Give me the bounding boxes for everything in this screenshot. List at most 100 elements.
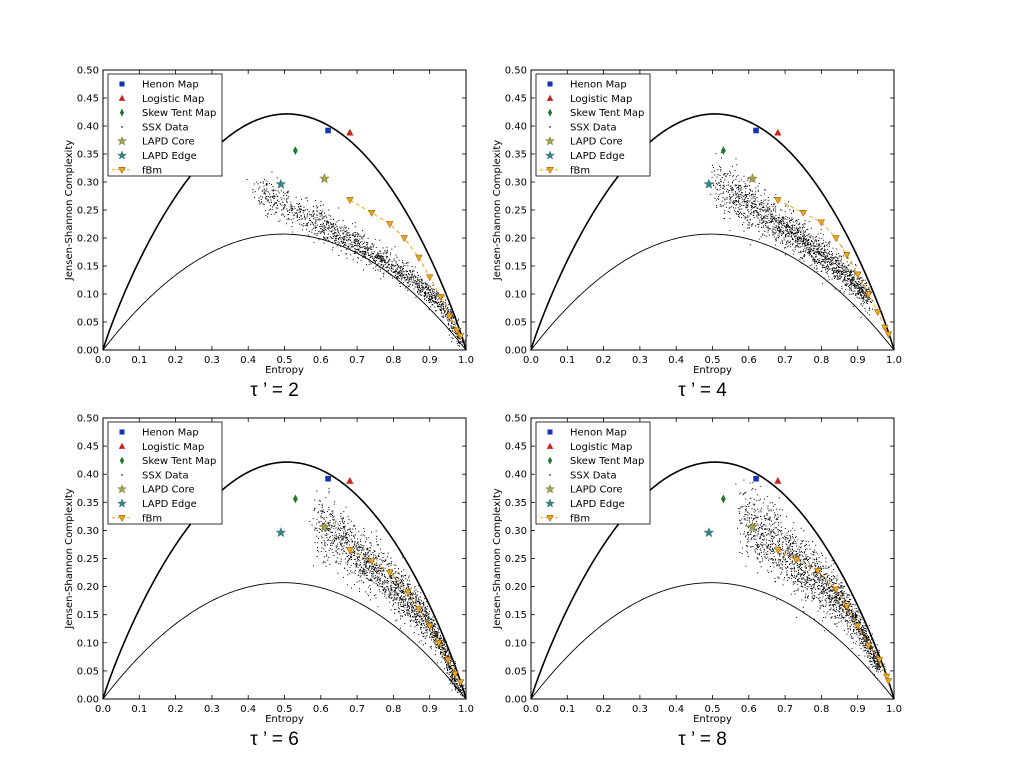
ssx-data-point [432,627,434,629]
ssx-data-point [309,219,311,221]
ssx-data-point [383,588,385,590]
ssx-data-point [736,201,738,203]
ssx-data-point [435,626,437,628]
ssx-data-point [796,233,798,235]
ssx-data-point [747,205,749,207]
ssx-data-point [428,610,430,612]
ssx-data-point [729,198,731,200]
ssx-data-point [377,256,379,258]
ssx-data-point [415,617,417,619]
ssx-data-point [295,213,297,215]
ssx-data-point [782,218,784,220]
ssx-data-point [343,511,345,513]
ssx-data-point [726,184,728,186]
ssx-data-point [262,190,264,192]
ssx-data-point [449,662,451,664]
ssx-data-point [424,292,426,294]
ssx-data-point [404,596,406,598]
ssx-data-point [266,216,268,218]
ssx-data-point [391,577,393,579]
ssx-data-point [420,624,422,626]
ssx-data-point [411,619,413,621]
ssx-data-point [866,281,868,283]
ssx-data-point [396,268,398,270]
ssx-data-point [306,224,308,226]
ssx-data-point [356,545,358,547]
ssx-data-point [314,226,316,228]
ssx-data-point [779,230,781,232]
ssx-data-point [415,282,417,284]
ssx-data-point [394,576,396,578]
ssx-data-point [339,226,341,228]
ssx-data-point [414,593,416,595]
ssx-data-point [768,222,770,224]
ssx-data-point [859,297,861,299]
ssx-data-point [333,236,335,238]
ssx-data-point [838,275,840,277]
ssx-data-point [357,232,359,234]
ssx-data-point [434,643,436,645]
ssx-data-point [853,285,855,287]
fbm-point [367,210,376,217]
y-tick-label: 0.20 [77,234,99,245]
ssx-data-point [423,602,425,604]
ssx-data-point [395,270,397,272]
ssx-data-point [795,220,797,222]
ssx-data-point [774,232,776,234]
ssx-data-point [327,559,329,561]
ssx-data-point [770,215,772,217]
ssx-data-point [760,194,762,196]
ssx-data-point [843,279,845,281]
ssx-data-point [417,291,419,293]
ssx-data-point [326,555,328,557]
ssx-data-point [362,250,364,252]
ssx-data-point [450,312,452,314]
ssx-data-point [804,253,806,255]
ssx-data-point [339,541,341,543]
ssx-data-point [390,588,392,590]
ssx-data-point [324,530,326,532]
ssx-data-point [819,257,821,259]
ssx-data-point [365,565,367,567]
ssx-data-point [322,226,324,228]
ssx-data-point [822,239,824,241]
ssx-data-point [312,215,314,217]
ssx-data-point [407,612,409,614]
ssx-data-point [416,613,418,615]
ssx-data-point [783,237,785,239]
ssx-data-point [359,547,361,549]
ssx-data-point [373,252,375,254]
ssx-data-point [824,266,826,268]
max-complexity-curve [102,461,467,700]
ssx-data-point [267,200,269,202]
ssx-data-point [268,209,270,211]
ssx-data-point [392,264,394,266]
ssx-data-point [409,598,411,599]
ssx-data-point [346,564,348,566]
y-tick-label: 0.25 [77,206,99,217]
ssx-data-point [419,299,421,301]
ssx-data-point [860,284,862,286]
ssx-data-point [788,217,790,219]
ssx-data-point [387,587,389,589]
ssx-data-point [740,189,742,191]
ssx-data-point [406,604,408,606]
ssx-data-point [434,297,436,299]
ssx-data-point [367,567,369,569]
ssx-data-point [836,266,838,268]
fbm-line [777,199,889,335]
ssx-data-point [269,205,271,207]
ssx-data-point [451,322,453,324]
ssx-data-point [344,528,346,530]
ssx-data-point [409,616,411,618]
ssx-data-point [401,599,403,601]
ssx-data-point [394,592,396,594]
ssx-data-point [373,572,375,574]
ssx-data-point [359,247,361,249]
ssx-data-point [376,265,378,267]
ssx-data-point [739,194,741,196]
ssx-data-point [301,218,303,220]
ssx-data-point [361,580,363,582]
ssx-data-point [766,207,768,209]
ssx-data-point [345,541,347,543]
